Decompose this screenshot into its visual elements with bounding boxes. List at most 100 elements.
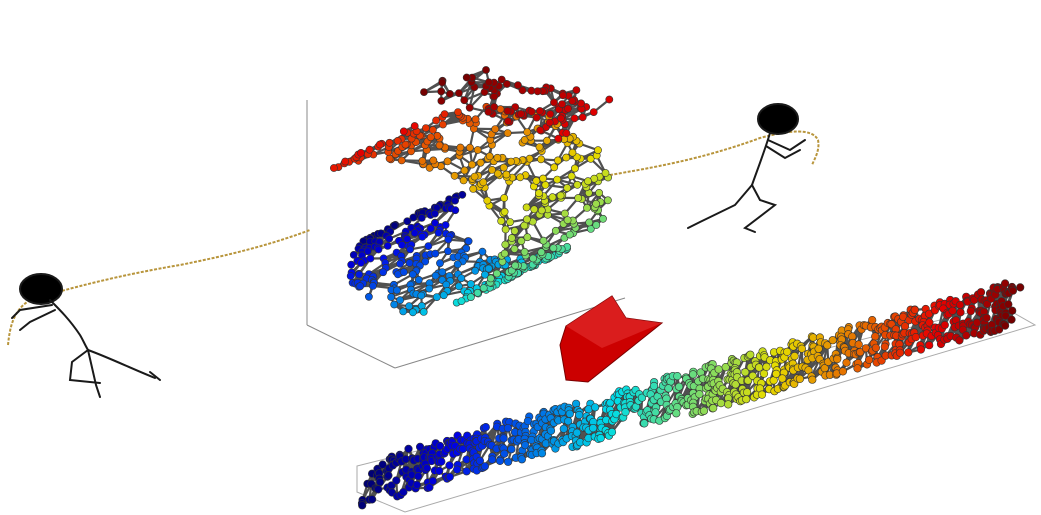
network-nodes [329, 66, 614, 317]
network-node [357, 258, 365, 267]
network-node [529, 254, 537, 263]
network-node [539, 236, 548, 245]
network-node [808, 375, 817, 384]
network-node [966, 307, 975, 316]
network-node [856, 348, 865, 357]
network-node [504, 457, 513, 466]
network-node [403, 217, 412, 226]
network-node [404, 444, 413, 454]
network-node [567, 172, 576, 181]
network-node [441, 221, 450, 229]
network-node [492, 269, 501, 278]
network-node [396, 296, 404, 305]
network-node [393, 136, 402, 145]
network-node [568, 148, 577, 157]
network-node [424, 242, 433, 250]
network-node [871, 343, 881, 352]
network-node [431, 271, 440, 280]
right-figure-head [757, 103, 799, 135]
network-node [500, 207, 509, 216]
network-node [503, 107, 512, 115]
network-node [925, 318, 934, 327]
network-node [545, 118, 554, 127]
network-node [387, 293, 395, 301]
network-node [408, 270, 417, 279]
network-node [575, 410, 584, 420]
network-node [507, 445, 516, 454]
network-node [426, 133, 435, 142]
network-node [522, 203, 531, 212]
network-node [349, 250, 358, 259]
left-figure-head [19, 273, 63, 305]
network-node [383, 241, 392, 250]
network-node [523, 233, 532, 242]
network-node [399, 127, 408, 136]
network-node [962, 331, 971, 340]
network-node [425, 163, 434, 172]
network-node [445, 472, 454, 482]
network-node [795, 374, 805, 384]
network-node [585, 218, 594, 227]
network-node [814, 344, 823, 353]
network-node [493, 169, 502, 178]
network-node [418, 156, 427, 165]
network-node [500, 194, 509, 202]
network-node [356, 282, 365, 291]
network-node [476, 158, 485, 167]
network-node [833, 355, 842, 364]
network-node [1007, 315, 1016, 324]
network-node [994, 325, 1004, 334]
network-node [444, 247, 452, 256]
network-node [451, 206, 460, 215]
network-node [329, 164, 338, 172]
network-node [762, 362, 771, 372]
network-node [417, 213, 426, 222]
network-node [501, 225, 510, 234]
network-node [536, 126, 545, 135]
network-node [486, 274, 495, 283]
network-node [778, 374, 787, 383]
network-node [450, 171, 459, 180]
network-node [368, 281, 377, 290]
network-node [485, 152, 494, 161]
network-node [1008, 306, 1017, 315]
network-node [948, 306, 957, 315]
network-node [462, 73, 471, 82]
network-node [532, 176, 541, 185]
network-node [649, 381, 659, 391]
network-node [456, 143, 465, 152]
network-node [399, 307, 408, 316]
network-node [445, 461, 454, 470]
network-node [500, 449, 509, 458]
network-node [503, 117, 512, 126]
network-node [490, 103, 498, 111]
transform-arrow [559, 295, 664, 383]
network-node [594, 146, 602, 155]
network-node [523, 128, 532, 136]
network-node [563, 216, 572, 224]
network-node [471, 266, 480, 275]
network-node [365, 145, 374, 154]
network-node [772, 369, 781, 379]
network-node [1016, 283, 1025, 292]
network-node [443, 157, 452, 166]
network-node [454, 108, 462, 116]
network-node [842, 358, 851, 367]
network-node [357, 148, 365, 157]
network-node [699, 406, 709, 415]
network-node [432, 116, 440, 125]
network-node [596, 434, 605, 443]
network-node [521, 441, 530, 450]
network-node [385, 234, 394, 243]
unrolled-strip [357, 279, 1025, 510]
network-node [518, 86, 527, 95]
network-node [584, 177, 592, 186]
network-node [550, 163, 559, 172]
network-node [398, 240, 406, 249]
network-node [742, 395, 751, 404]
network-node [482, 66, 490, 74]
network-node [495, 456, 505, 466]
network-node [742, 388, 752, 397]
network-node [573, 180, 582, 189]
network-node [363, 247, 372, 256]
